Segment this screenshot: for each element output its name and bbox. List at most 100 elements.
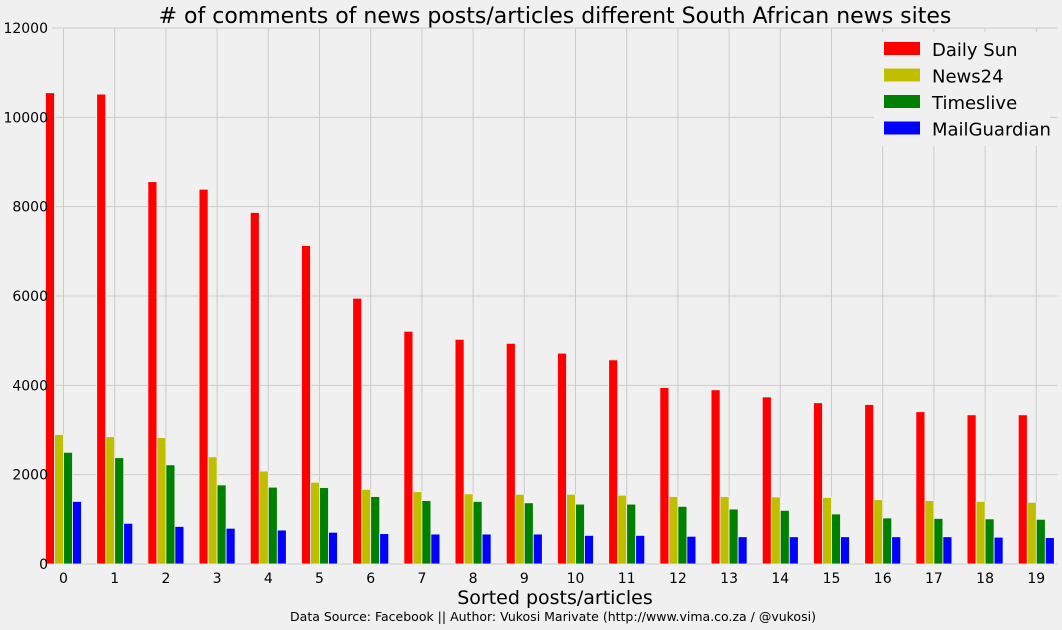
bar (523, 502, 534, 565)
bar (966, 414, 977, 565)
bar (575, 503, 585, 565)
legend-swatch (884, 95, 920, 108)
x-tick-label: 14 (771, 571, 789, 587)
x-tick-label: 18 (976, 571, 994, 587)
bar (677, 505, 688, 565)
bar (770, 496, 781, 565)
bar (840, 536, 850, 565)
bar (1044, 537, 1055, 565)
x-tick-label: 5 (315, 571, 324, 587)
bar (198, 188, 209, 565)
bar (454, 338, 465, 565)
bar (659, 387, 670, 565)
bar (822, 497, 832, 565)
series-news24 (54, 434, 1037, 565)
bar (813, 402, 823, 565)
bar (686, 535, 697, 565)
bar (319, 487, 329, 565)
bar (788, 536, 799, 565)
y-tick-label: 12000 (3, 21, 48, 37)
bar (626, 503, 637, 565)
legend-swatch (884, 121, 920, 135)
bars (45, 92, 1055, 565)
legend-label: News24 (932, 67, 1004, 88)
bar (45, 92, 55, 565)
grid (52, 27, 1058, 565)
bar (114, 457, 125, 565)
bar (472, 501, 483, 565)
source-note: Data Source: Facebook || Author: Vukosi … (290, 609, 816, 624)
series-daily-sun (45, 92, 1028, 565)
bar (1017, 414, 1028, 565)
x-tick-label: 9 (520, 571, 529, 587)
bar (993, 536, 1004, 565)
bar (63, 451, 73, 565)
bar (165, 464, 176, 565)
bar (915, 411, 926, 565)
bar (942, 536, 953, 565)
bar (505, 342, 516, 565)
series-timeslive (63, 451, 1046, 565)
bar (779, 509, 790, 565)
x-tick-label: 4 (264, 571, 273, 587)
x-tick-label: 0 (59, 571, 68, 587)
y-axis-ticks: 0 2000 4000 6000 8000 10000 12000 (3, 21, 48, 573)
bar (328, 531, 338, 565)
bar (147, 181, 158, 565)
bar (481, 533, 492, 565)
bar (566, 493, 576, 565)
bar (557, 352, 567, 565)
bar (761, 396, 772, 565)
x-tick-label: 16 (874, 571, 892, 587)
bar (635, 535, 646, 565)
y-tick-label: 0 (39, 557, 48, 573)
bar (370, 496, 381, 565)
x-tick-label: 15 (823, 571, 841, 587)
bar (403, 330, 414, 565)
bar (258, 470, 269, 565)
bar (617, 494, 628, 565)
x-tick-label: 6 (366, 571, 375, 587)
bar (352, 297, 363, 565)
x-tick-label: 11 (618, 571, 636, 587)
bar (123, 522, 134, 565)
y-tick-label: 4000 (12, 378, 48, 394)
y-tick-label: 10000 (3, 110, 48, 126)
x-tick-label: 7 (417, 571, 426, 587)
bar (96, 93, 107, 565)
bar (882, 517, 893, 565)
bar (225, 527, 236, 565)
bar (54, 434, 64, 565)
bar (216, 484, 227, 565)
bar (924, 500, 935, 565)
x-tick-label: 19 (1027, 571, 1045, 587)
bar (301, 245, 311, 565)
x-tick-label: 12 (669, 571, 687, 587)
x-tick-label: 13 (720, 571, 738, 587)
bar (72, 501, 82, 565)
bar (975, 501, 986, 565)
series-mailguardian (72, 501, 1055, 565)
bar (728, 508, 739, 565)
bar (430, 533, 441, 565)
bar (873, 499, 884, 565)
bar (421, 500, 432, 565)
bar (514, 493, 525, 565)
bar (719, 496, 730, 565)
bar (249, 212, 260, 565)
x-tick-label: 8 (469, 571, 478, 587)
y-tick-label: 6000 (12, 289, 48, 305)
x-axis-label: Sorted posts/articles (457, 587, 653, 609)
bar (361, 489, 372, 565)
x-tick-label: 3 (213, 571, 222, 587)
bar (174, 526, 185, 565)
legend-label: Daily Sun (932, 40, 1018, 61)
x-axis-ticks: 0 1 2 3 4 5 6 7 8 9 10 11 12 13 14 15 16 17 18 19 (59, 571, 1045, 587)
legend: Daily Sun News24 Timeslive MailGuardian (874, 32, 1051, 146)
bar (412, 491, 423, 565)
bar (668, 496, 679, 565)
bar (584, 535, 594, 565)
bar (156, 437, 167, 565)
y-tick-label: 8000 (12, 200, 48, 216)
